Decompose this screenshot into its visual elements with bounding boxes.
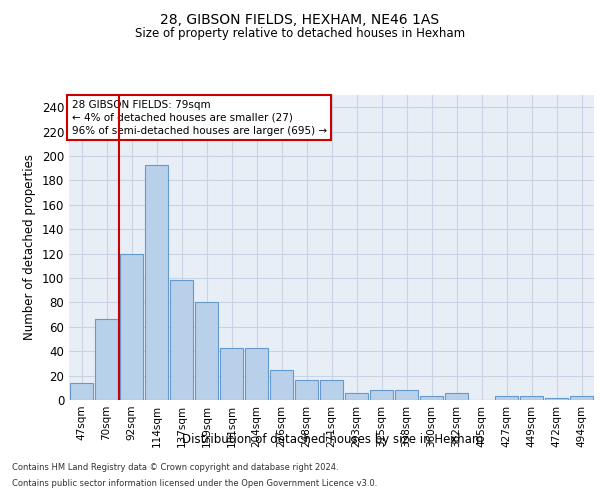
Bar [419,396,443,400]
Bar [320,380,343,400]
Text: 28, GIBSON FIELDS, HEXHAM, NE46 1AS: 28, GIBSON FIELDS, HEXHAM, NE46 1AS [160,12,440,26]
Bar [569,396,593,400]
Bar [245,348,268,400]
Text: Contains public sector information licensed under the Open Government Licence v3: Contains public sector information licen… [12,478,377,488]
Text: Contains HM Land Registry data © Crown copyright and database right 2024.: Contains HM Land Registry data © Crown c… [12,464,338,472]
Bar [344,392,368,400]
Bar [295,380,319,400]
Bar [145,164,169,400]
Bar [370,390,394,400]
Bar [95,320,118,400]
Bar [119,254,143,400]
Bar [194,302,218,400]
Bar [170,280,193,400]
Bar [70,383,94,400]
Bar [220,348,244,400]
Text: Size of property relative to detached houses in Hexham: Size of property relative to detached ho… [135,28,465,40]
Text: 28 GIBSON FIELDS: 79sqm
← 4% of detached houses are smaller (27)
96% of semi-det: 28 GIBSON FIELDS: 79sqm ← 4% of detached… [71,100,327,136]
Bar [395,390,418,400]
Bar [520,396,544,400]
Text: Distribution of detached houses by size in Hexham: Distribution of detached houses by size … [182,432,484,446]
Bar [545,398,568,400]
Y-axis label: Number of detached properties: Number of detached properties [23,154,36,340]
Bar [445,392,469,400]
Bar [269,370,293,400]
Bar [494,396,518,400]
